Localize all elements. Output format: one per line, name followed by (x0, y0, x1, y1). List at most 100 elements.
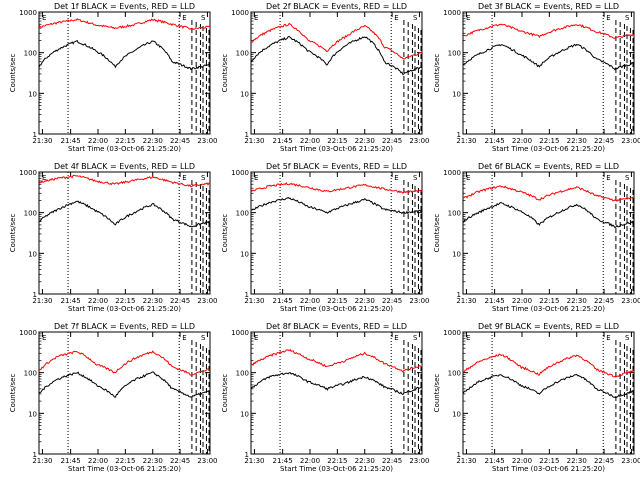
panel-6-ytick-label: 1 (457, 291, 461, 299)
panel-5-ytick-label: 10 (240, 250, 249, 258)
panel-1-ytick-label: 10 (28, 90, 37, 98)
panel-2-series-lld (250, 22, 423, 60)
panel-2-xtick-label: 21:30 (244, 137, 264, 145)
panel-5-ytick-label: 1000 (231, 169, 249, 177)
panel-9-xtick-label: 23:00 (621, 457, 640, 465)
panel-1-event-marker: E (42, 14, 46, 22)
panel-3-series-events (462, 43, 635, 71)
panel-2-xtick-label: 22:45 (382, 137, 402, 145)
panel-3-ylabel: Counts/sec (433, 54, 441, 93)
panel-4-event-marker: E (182, 174, 186, 182)
panel-9-xtick-label: 21:30 (456, 457, 476, 465)
panel-8-event-marker: E (254, 334, 258, 342)
panel-2-event-marker: S (413, 14, 418, 22)
panel-2-xlabel: Start Time (03-Oct-06 21:25:20) (280, 145, 393, 153)
panel-6-ylabel: Counts/sec (433, 214, 441, 253)
panel-8-plot-frame (250, 331, 423, 455)
panel-9-event-marker: E (466, 334, 470, 342)
panel-4-ylabel: Counts/sec (9, 214, 17, 253)
panel-1-event-marker: E (182, 14, 186, 22)
panel-1-xtick-label: 21:30 (32, 137, 52, 145)
panel-5-title: Det 5f BLACK = Events, RED = LLD (266, 162, 407, 171)
panel-9-ytick-label: 1 (457, 451, 461, 459)
panel-7-ytick-label: 10 (28, 410, 37, 418)
panel-5-ytick-label: 100 (236, 210, 249, 218)
panel-5-ytick-label: 1 (245, 291, 249, 299)
panel-8-ytick-label: 10 (240, 410, 249, 418)
panel-3-event-marker: E (466, 14, 470, 22)
panel-1-event-marker: S (201, 14, 206, 22)
panel-3-xtick-label: 22:30 (567, 137, 587, 145)
panel-5-plot-frame (250, 171, 423, 295)
panel-4-xtick-label: 22:00 (88, 297, 108, 305)
panel-6-xtick-label: 22:00 (512, 297, 532, 305)
panel-6-xtick-label: 22:45 (594, 297, 614, 305)
panel-8-xtick-label: 22:45 (382, 457, 402, 465)
panel-2-ytick-label: 1 (245, 131, 249, 139)
panel-8-event-marker: S (413, 334, 418, 342)
panel-7-xtick-label: 22:45 (170, 457, 190, 465)
panel-3-xtick-label: 22:00 (512, 137, 532, 145)
panel-1-xtick-label: 22:00 (88, 137, 108, 145)
panel-9-ytick-label: 10 (452, 410, 461, 418)
panel-4-ytick-label: 1 (33, 291, 37, 299)
panel-4-event-marker: E (42, 174, 46, 182)
panel-4-xtick-label: 21:45 (61, 297, 81, 305)
panel-1-title: Det 1f BLACK = Events, RED = LLD (54, 2, 195, 11)
panel-5-series-lld (250, 181, 423, 194)
panel-8-ytick-label: 100 (236, 370, 249, 378)
panel-5-xtick-label: 21:45 (273, 297, 293, 305)
panel-2-title: Det 2f BLACK = Events, RED = LLD (266, 2, 407, 11)
panel-6-xtick-label: 22:15 (539, 297, 559, 305)
panel-5-event-marker: E (394, 174, 398, 182)
panel-3-title: Det 3f BLACK = Events, RED = LLD (478, 2, 619, 11)
panel-3-ytick-label: 1 (457, 131, 461, 139)
panel-5-event-marker: S (413, 174, 418, 182)
panel-3-ytick-label: 1000 (443, 9, 461, 17)
panel-6-xlabel: Start Time (03-Oct-06 21:25:20) (492, 305, 605, 313)
panel-7-plot-frame (38, 331, 211, 455)
panel-2-plot-frame (250, 11, 423, 135)
panel-6-event-marker: E (606, 174, 610, 182)
panel-5-event-marker: E (254, 174, 258, 182)
panel-4-ytick-label: 100 (24, 210, 37, 218)
panel-6-ytick-label: 1000 (443, 169, 461, 177)
panel-6-ytick-label: 10 (452, 250, 461, 258)
panel-7-xlabel: Start Time (03-Oct-06 21:25:20) (68, 465, 181, 473)
panel-5-ylabel: Counts/sec (221, 214, 229, 253)
panel-8-ytick-label: 1 (245, 451, 249, 459)
panel-8-event-marker: E (394, 334, 398, 342)
panel-8-xtick-label: 23:00 (409, 457, 429, 465)
panel-3-xtick-label: 23:00 (621, 137, 640, 145)
panel-5-xtick-label: 22:45 (382, 297, 402, 305)
panel-8-xtick-label: 21:45 (273, 457, 293, 465)
panel-2-ylabel: Counts/sec (221, 54, 229, 93)
panel-9-xtick-label: 22:45 (594, 457, 614, 465)
panel-9-ylabel: Counts/sec (433, 374, 441, 413)
panel-2-xtick-label: 23:00 (409, 137, 429, 145)
panel-4-xtick-label: 22:45 (170, 297, 190, 305)
panel-8-xtick-label: 22:15 (327, 457, 347, 465)
panel-7-series-events (38, 371, 211, 398)
panel-4-series-events (38, 200, 211, 228)
panel-4-event-marker: S (201, 174, 206, 182)
panel-3-plot-frame (462, 11, 635, 135)
panel-7-title: Det 7f BLACK = Events, RED = LLD (54, 322, 195, 331)
panel-9-xlabel: Start Time (03-Oct-06 21:25:20) (492, 465, 605, 473)
panel-8-ytick-label: 1000 (231, 329, 249, 337)
panel-2-xtick-label: 22:15 (327, 137, 347, 145)
panel-4-plot-frame (38, 171, 211, 295)
panel-6-xtick-label: 21:30 (456, 297, 476, 305)
panel-4-xtick-label: 22:30 (143, 297, 163, 305)
panel-5-xtick-label: 23:00 (409, 297, 429, 305)
panel-1-series-lld (38, 18, 211, 30)
panel-3-xtick-label: 21:45 (485, 137, 505, 145)
panel-7-ytick-label: 1 (33, 451, 37, 459)
panel-1-series-events (38, 39, 211, 71)
panel-3-xlabel: Start Time (03-Oct-06 21:25:20) (492, 145, 605, 153)
panel-7-ytick-label: 1000 (19, 329, 37, 337)
panel-6-title: Det 6f BLACK = Events, RED = LLD (478, 162, 619, 171)
panel-9-series-lld (463, 353, 635, 378)
panel-1-ytick-label: 100 (24, 50, 37, 58)
panel-4-series-lld (38, 174, 211, 188)
